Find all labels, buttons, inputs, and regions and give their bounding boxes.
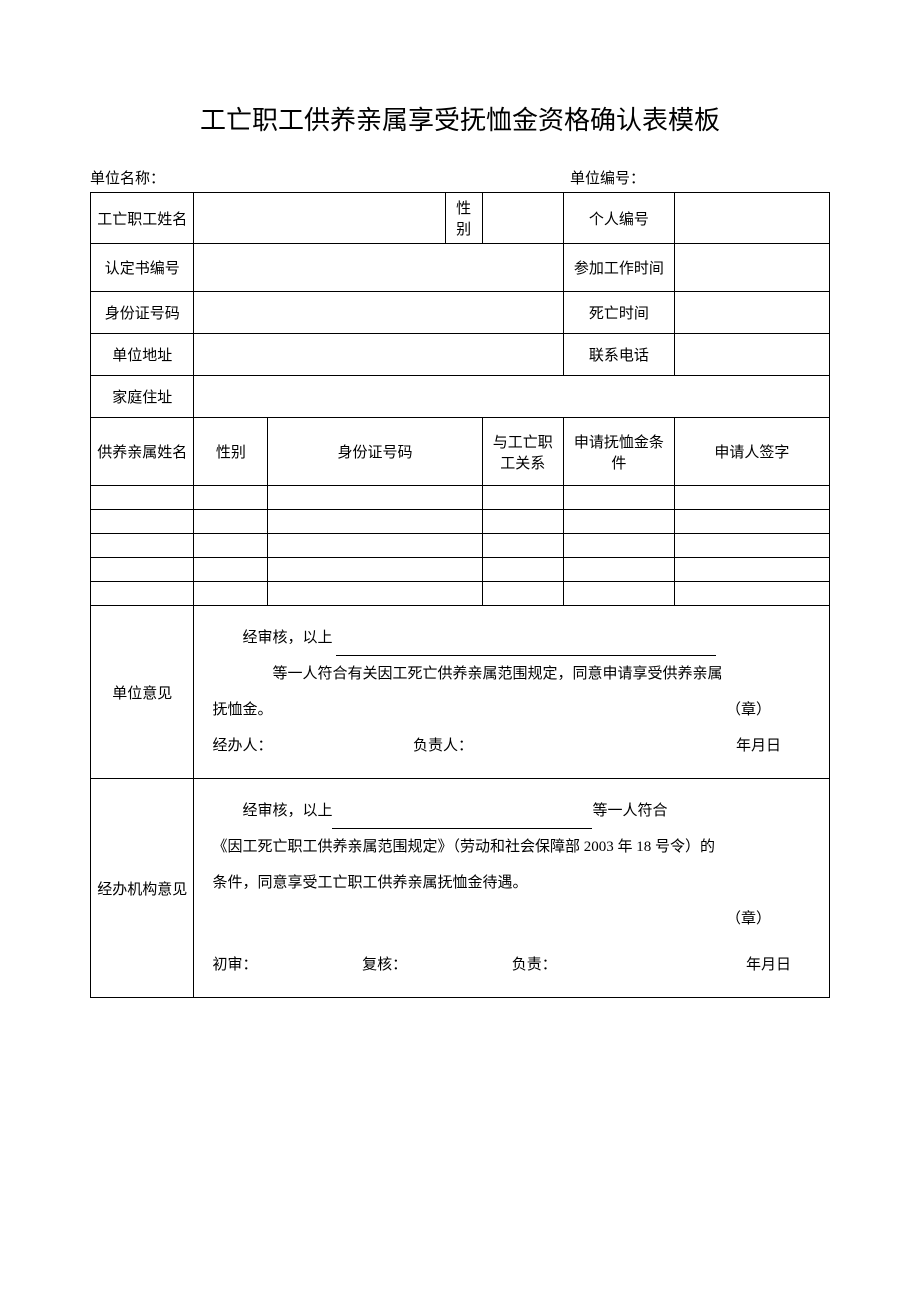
unit-address-label: 单位地址: [91, 334, 194, 376]
dependent-relation[interactable]: [482, 510, 563, 534]
deceased-name-value[interactable]: [194, 193, 445, 244]
dependent-row: [91, 486, 830, 510]
agency-recheck: 复核：: [362, 947, 512, 983]
personal-number-value[interactable]: [674, 193, 829, 244]
work-start-value[interactable]: [674, 244, 829, 292]
dependent-id[interactable]: [268, 582, 482, 606]
dependent-signature[interactable]: [674, 510, 829, 534]
determination-number-label: 认定书编号: [91, 244, 194, 292]
death-time-label: 死亡时间: [563, 292, 674, 334]
gender-value[interactable]: [482, 193, 563, 244]
dependent-id[interactable]: [268, 534, 482, 558]
dependent-id[interactable]: [268, 510, 482, 534]
dependent-gender-header: 性别: [194, 418, 268, 486]
dependent-signature[interactable]: [674, 558, 829, 582]
gender-label: 性别: [445, 193, 482, 244]
agency-initial-review: 初审：: [212, 947, 362, 983]
home-address-value[interactable]: [194, 376, 830, 418]
dependent-name[interactable]: [91, 534, 194, 558]
agency-date: 年月日: [661, 947, 811, 983]
dependent-row: [91, 558, 830, 582]
dependent-id[interactable]: [268, 486, 482, 510]
dependent-gender[interactable]: [194, 486, 268, 510]
agency-line1-prefix: 经审核，以上: [242, 803, 332, 819]
unit-opinion-line1-prefix: 经审核，以上: [242, 630, 336, 646]
dependent-row: [91, 510, 830, 534]
dependent-id-header: 身份证号码: [268, 418, 482, 486]
agency-opinion-blank[interactable]: [332, 814, 592, 829]
dependent-relation-header: 与工亡职工关系: [482, 418, 563, 486]
unit-opinion-content[interactable]: 经审核，以上 等一人符合有关因工死亡供养亲属范围规定，同意申请享受供养亲属 抚恤…: [194, 606, 830, 779]
dependent-relation[interactable]: [482, 534, 563, 558]
dependent-relation[interactable]: [482, 558, 563, 582]
death-time-value[interactable]: [674, 292, 829, 334]
dependent-name[interactable]: [91, 510, 194, 534]
dependent-gender[interactable]: [194, 510, 268, 534]
page-title: 工亡职工供养亲属享受抚恤金资格确认表模板: [90, 100, 830, 137]
unit-opinion-row: 单位意见 经审核，以上 等一人符合有关因工死亡供养亲属范围规定，同意申请享受供养…: [91, 606, 830, 779]
unit-address-value[interactable]: [194, 334, 563, 376]
dependent-gender[interactable]: [194, 558, 268, 582]
agency-line1-suffix: 等一人符合: [592, 803, 667, 819]
agency-opinion-label: 经办机构意见: [91, 779, 194, 998]
row-deceased-name: 工亡职工姓名 性别 个人编号: [91, 193, 830, 244]
contact-phone-value[interactable]: [674, 334, 829, 376]
agency-opinion-row: 经办机构意见 经审核，以上 等一人符合 《因工死亡职工供养亲属范围规定》（劳动和社…: [91, 779, 830, 998]
unit-opinion-label: 单位意见: [91, 606, 194, 779]
unit-opinion-blank[interactable]: [336, 641, 716, 656]
dependent-signature-header: 申请人签字: [674, 418, 829, 486]
dependent-condition[interactable]: [563, 582, 674, 606]
id-number-value[interactable]: [194, 292, 563, 334]
dependent-name-header: 供养亲属姓名: [91, 418, 194, 486]
unit-name-label: 单位名称：: [90, 167, 550, 188]
row-determination-number: 认定书编号 参加工作时间: [91, 244, 830, 292]
contact-phone-label: 联系电话: [563, 334, 674, 376]
dependent-signature[interactable]: [674, 534, 829, 558]
dependent-name[interactable]: [91, 486, 194, 510]
dependent-row: [91, 582, 830, 606]
row-id-number: 身份证号码 死亡时间: [91, 292, 830, 334]
dependent-name[interactable]: [91, 558, 194, 582]
unit-opinion-seal: （章）: [726, 692, 811, 728]
dependent-relation[interactable]: [482, 486, 563, 510]
agency-opinion-content[interactable]: 经审核，以上 等一人符合 《因工死亡职工供养亲属范围规定》（劳动和社会保障部 20…: [194, 779, 830, 998]
dependent-gender[interactable]: [194, 534, 268, 558]
dependent-condition-header: 申请抚恤金条件: [563, 418, 674, 486]
unit-number-label: 单位编号：: [550, 167, 830, 188]
dependent-condition[interactable]: [563, 510, 674, 534]
dependent-signature[interactable]: [674, 486, 829, 510]
unit-responsible: 负责人：: [413, 728, 611, 764]
deceased-name-label: 工亡职工姓名: [91, 193, 194, 244]
unit-handler: 经办人：: [212, 728, 410, 764]
dependent-signature[interactable]: [674, 582, 829, 606]
personal-number-label: 个人编号: [563, 193, 674, 244]
agency-line2: 《因工死亡职工供养亲属范围规定》（劳动和社会保障部 2003 年 18 号令）的: [212, 829, 811, 865]
row-unit-address: 单位地址 联系电话: [91, 334, 830, 376]
header-row: 单位名称： 单位编号：: [90, 167, 830, 188]
dependent-name[interactable]: [91, 582, 194, 606]
determination-number-value[interactable]: [194, 244, 563, 292]
unit-opinion-line3: 抚恤金。: [212, 692, 272, 728]
agency-responsible: 负责：: [512, 947, 662, 983]
dependent-condition[interactable]: [563, 534, 674, 558]
row-home-address: 家庭住址: [91, 376, 830, 418]
dependent-relation[interactable]: [482, 582, 563, 606]
confirmation-table: 工亡职工姓名 性别 个人编号 认定书编号 参加工作时间 身份证号码 死亡时间 单…: [90, 192, 830, 998]
unit-opinion-line2: 等一人符合有关因工死亡供养亲属范围规定，同意申请享受供养亲属: [212, 656, 811, 692]
id-number-label: 身份证号码: [91, 292, 194, 334]
dependent-condition[interactable]: [563, 558, 674, 582]
agency-seal: （章）: [212, 901, 811, 937]
dependent-gender[interactable]: [194, 582, 268, 606]
home-address-label: 家庭住址: [91, 376, 194, 418]
dependent-condition[interactable]: [563, 486, 674, 510]
unit-date: 年月日: [613, 728, 811, 764]
work-start-label: 参加工作时间: [563, 244, 674, 292]
dependent-header-row: 供养亲属姓名 性别 身份证号码 与工亡职工关系 申请抚恤金条件 申请人签字: [91, 418, 830, 486]
dependent-row: [91, 534, 830, 558]
agency-line3: 条件，同意享受工亡职工供养亲属抚恤金待遇。: [212, 865, 811, 901]
dependent-id[interactable]: [268, 558, 482, 582]
